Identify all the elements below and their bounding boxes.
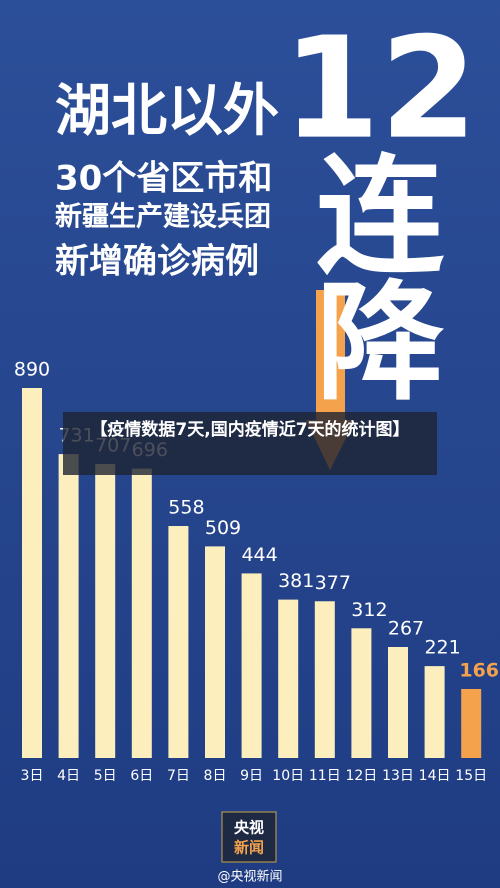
bar [278,599,299,758]
value-label: 166 [459,659,499,681]
bar [22,388,42,758]
banner: 连 [316,143,444,292]
x-tick-label: 14日 [419,768,451,784]
bar [131,468,152,758]
headline: 30个省区市和 [55,159,272,199]
x-tick-label: 4日 [57,768,80,784]
value-label: 267 [388,618,424,640]
value-label: 312 [351,599,387,621]
x-tick-label: 5日 [94,768,117,784]
bar [95,464,116,758]
value-label: 890 [14,359,50,381]
bar [58,454,79,758]
banner: 降 [316,269,445,418]
bar [461,688,482,758]
bar [241,573,262,758]
bar [168,526,189,758]
banner: 12 [283,8,478,171]
value-label: 444 [241,544,277,566]
caption: 【疫情数据7天,国内疫情近7天的统计图】 [63,412,437,475]
x-tick-label: 7日 [167,768,190,784]
logo: 新闻 [234,839,264,857]
x-tick-label: 11日 [309,768,341,784]
value-label: 221 [424,637,460,659]
watermark: @央视新闻 [217,869,282,885]
x-tick-label: 6日 [130,768,153,784]
x-tick-label: 15日 [455,768,487,784]
logo: 央视 [234,819,264,837]
headline: 新增确诊病例 [55,242,259,282]
bar [388,647,408,758]
value-label: 509 [205,517,241,539]
arrow-shaft [316,290,345,420]
value-label: 558 [168,497,204,519]
bar [351,628,372,758]
x-tick-label: 13日 [382,768,414,784]
x-tick-label: 12日 [345,768,377,784]
value-label: 377 [315,572,351,594]
x-tick-label: 8日 [204,768,227,784]
bar [205,546,225,758]
headline: 新疆生产建设兵团 [55,201,271,233]
bar [314,601,335,758]
headline: 湖北以外 [55,79,279,144]
logo-box [221,811,277,863]
x-tick-label: 3日 [21,768,44,784]
x-tick-label: 9日 [240,768,263,784]
value-label: 381 [278,570,314,592]
bar [424,666,445,758]
x-tick-label: 10日 [272,768,304,784]
